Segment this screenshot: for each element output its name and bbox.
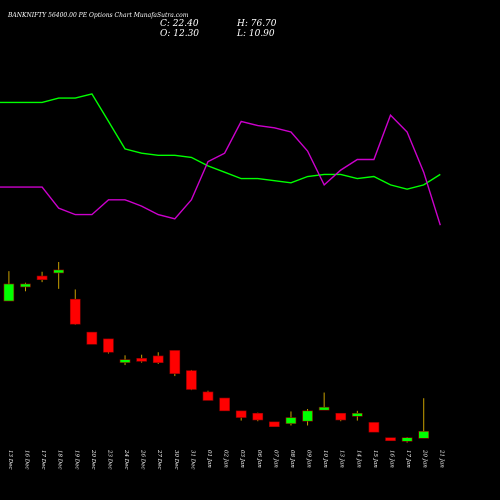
candle-body bbox=[418, 431, 430, 439]
candle-body bbox=[169, 350, 181, 374]
candle-body bbox=[3, 283, 15, 302]
x-tick-label: 17 Jan bbox=[405, 450, 411, 468]
candle-body bbox=[318, 406, 330, 411]
x-tick-label: 14 Jan bbox=[355, 450, 361, 468]
candle-body bbox=[103, 338, 114, 353]
candle-body bbox=[186, 370, 197, 390]
candle-body bbox=[335, 412, 347, 421]
x-tick-label: 26 Dec bbox=[140, 449, 146, 470]
x-tick-label: 17 Dec bbox=[40, 450, 46, 470]
x-tick-label: 31 Dec bbox=[189, 450, 195, 470]
x-tick-label: 20 Jan bbox=[422, 449, 428, 468]
candle-body bbox=[69, 298, 81, 325]
x-tick-label: 10 Jan bbox=[322, 450, 328, 468]
x-tick-label: 30 Dec bbox=[173, 450, 179, 470]
candle-body bbox=[302, 410, 313, 422]
candle-body bbox=[352, 412, 363, 417]
x-tick-label: 21 Jan bbox=[438, 449, 444, 468]
x-tick-label: 23 Dec bbox=[106, 449, 112, 470]
x-tick-label: 18 Dec bbox=[57, 450, 63, 470]
close-value: C: 22.40 bbox=[160, 19, 199, 29]
x-tick-label: 16 Jan bbox=[389, 450, 395, 468]
series-line-green bbox=[0, 93, 441, 190]
x-tick-label: 06 Jan bbox=[256, 450, 262, 468]
candle-body bbox=[285, 417, 297, 424]
x-tick-label: 19 Dec bbox=[73, 450, 79, 470]
candle-body bbox=[53, 269, 64, 274]
x-tick-label: 24 Dec bbox=[123, 449, 129, 470]
x-tick-label: 27 Dec bbox=[156, 449, 162, 470]
x-tick-label: 07 Jan bbox=[272, 450, 278, 468]
candle-body bbox=[235, 410, 247, 418]
x-tick-label: 09 Jan bbox=[306, 450, 312, 468]
x-tick-label: 13 Jan bbox=[339, 450, 345, 468]
candle-body bbox=[152, 355, 164, 363]
candle-body bbox=[86, 331, 98, 345]
x-tick-label: 16 Dec bbox=[23, 450, 29, 470]
candle-body bbox=[136, 358, 147, 362]
candle-body bbox=[219, 397, 230, 412]
x-tick-label: 15 Jan bbox=[372, 450, 378, 468]
x-tick-label: 01 Jan bbox=[206, 450, 212, 468]
candle-body bbox=[252, 412, 264, 421]
high-value: H: 76.70 bbox=[237, 19, 277, 29]
series-line-magenta bbox=[0, 113, 441, 226]
chart-title: BANKNIFTY 56400.00 PE Options Chart Muna… bbox=[8, 12, 189, 19]
candle-body bbox=[202, 391, 214, 401]
x-tick-label: 02 Jan bbox=[223, 450, 229, 468]
candle-body bbox=[36, 275, 48, 280]
candle-body bbox=[119, 359, 131, 363]
low-value: L: 10.90 bbox=[237, 29, 275, 39]
open-value: O: 12.30 bbox=[160, 29, 200, 39]
candle-body bbox=[368, 422, 380, 433]
candle-body bbox=[269, 421, 280, 428]
candle-body bbox=[20, 283, 31, 288]
x-tick-label: 20 Dec bbox=[90, 449, 96, 470]
candle-body bbox=[385, 437, 396, 442]
x-tick-label: 13 Dec bbox=[7, 450, 13, 470]
x-tick-label: 08 Jan bbox=[289, 450, 295, 468]
x-tick-label: 03 Jan bbox=[239, 450, 245, 468]
candle-body bbox=[401, 437, 413, 442]
